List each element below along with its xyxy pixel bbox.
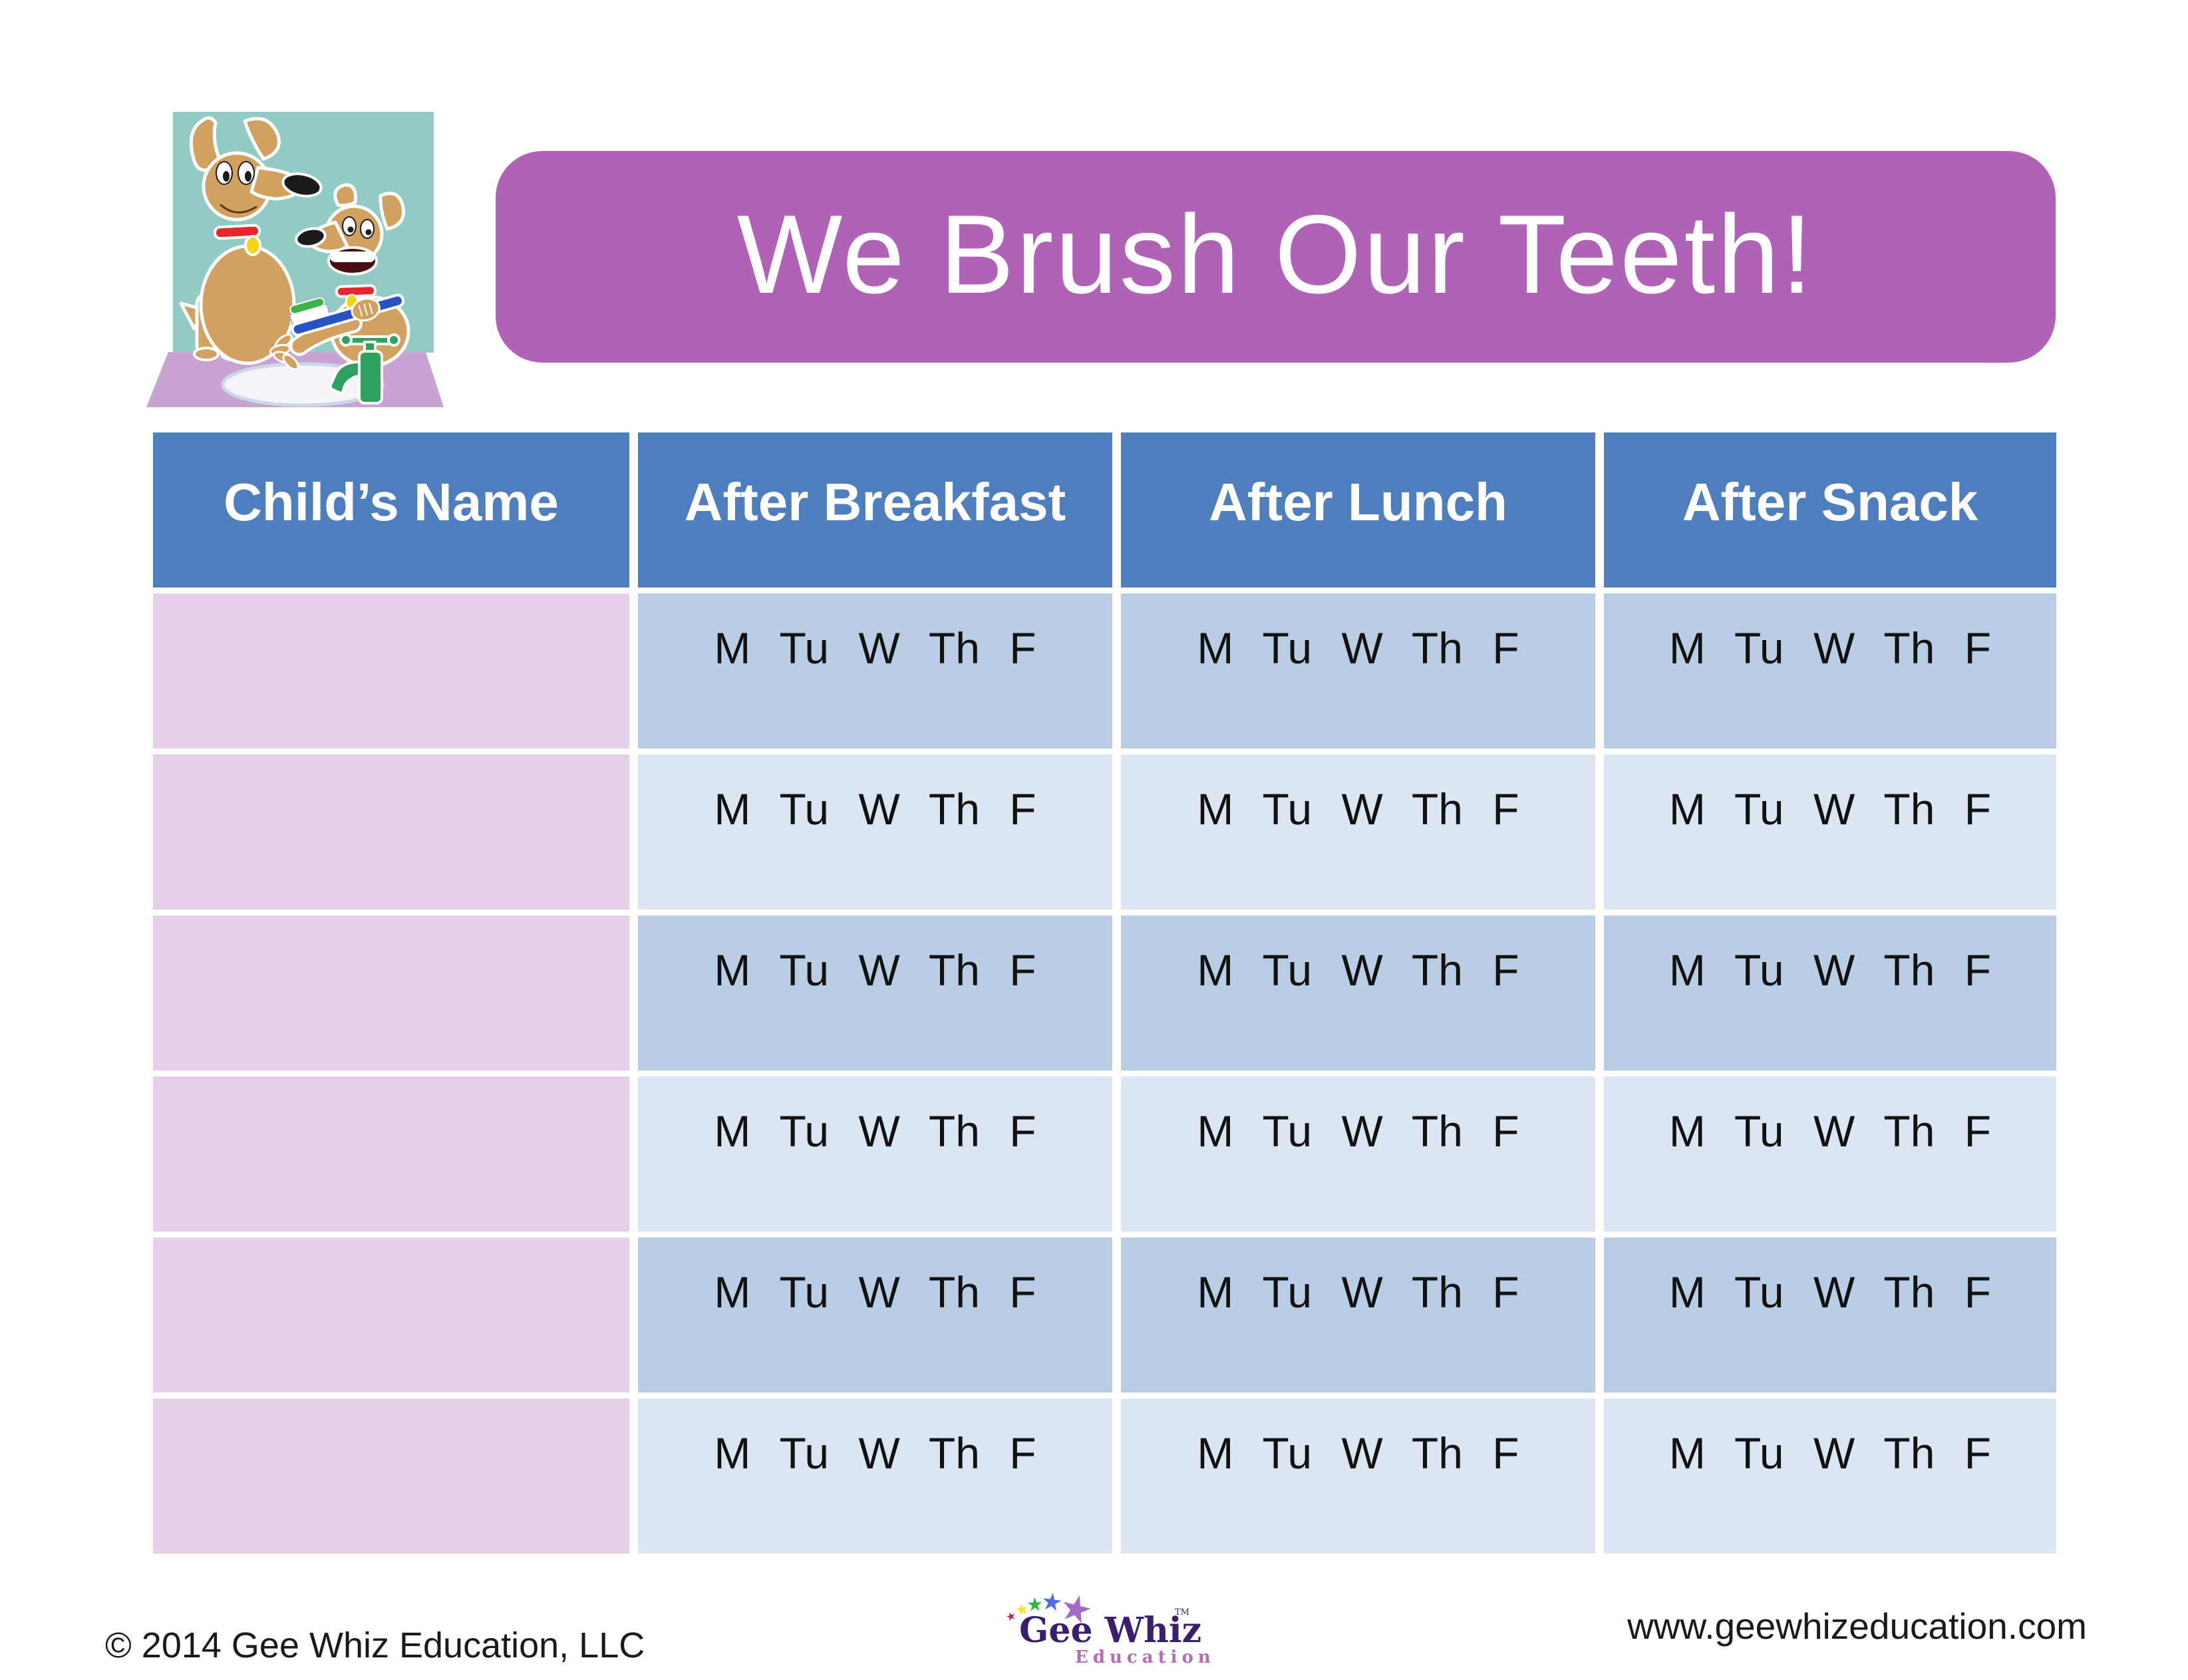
child-name-cell xyxy=(153,1077,629,1232)
days-cell: M Tu W Th F xyxy=(1604,593,2056,749)
dogs-brushing-svg xyxy=(146,112,444,407)
column-header-after-breakfast: After Breakfast xyxy=(638,432,1112,588)
child-name-cell xyxy=(153,755,629,910)
column-header-after-snack: After Snack xyxy=(1604,432,2056,588)
days-cell: M Tu W Th F xyxy=(1121,1077,1595,1232)
days-cell: M Tu W Th F xyxy=(1121,755,1595,910)
website-text: www.geewhizeducation.com xyxy=(1627,1605,2087,1647)
child-name-cell xyxy=(153,1399,629,1554)
child-name-cell xyxy=(153,1238,629,1393)
copyright-text: © 2014 Gee Whiz Education, LLC xyxy=(105,1625,645,1665)
puppy-dog xyxy=(269,183,410,371)
logo-subtitle: Education xyxy=(1075,1647,1215,1667)
days-cell: M Tu W Th F xyxy=(638,1238,1112,1393)
days-cell: M Tu W Th F xyxy=(1121,593,1595,749)
days-cell: M Tu W Th F xyxy=(1604,1399,2056,1554)
title-banner: We Brush Our Teeth! xyxy=(496,151,2056,363)
days-cell: M Tu W Th F xyxy=(638,593,1112,749)
logo-wordmark: Gee Whiz xyxy=(1019,1610,1202,1651)
days-cell: M Tu W Th F xyxy=(638,1399,1112,1554)
days-cell: M Tu W Th F xyxy=(1604,1238,2056,1393)
page-title: We Brush Our Teeth! xyxy=(736,191,1815,317)
gee-whiz-logo: ★ ★ ★ ★ ★ Gee Whiz TM Education xyxy=(1002,1585,1210,1667)
days-cell: M Tu W Th F xyxy=(1121,1399,1595,1554)
column-header-childs-name: Child’s Name xyxy=(153,432,629,588)
brushing-table: Child’s Name After Breakfast After Lunch… xyxy=(153,432,2056,1554)
days-cell: M Tu W Th F xyxy=(638,916,1112,1071)
days-cell: M Tu W Th F xyxy=(1604,755,2056,910)
child-name-cell xyxy=(153,593,629,749)
column-header-after-lunch: After Lunch xyxy=(1121,432,1595,588)
big-dog xyxy=(179,116,323,365)
days-cell: M Tu W Th F xyxy=(1121,1238,1595,1393)
logo-trademark: TM xyxy=(1175,1607,1189,1617)
days-cell: M Tu W Th F xyxy=(1604,916,2056,1071)
days-cell: M Tu W Th F xyxy=(638,755,1112,910)
days-cell: M Tu W Th F xyxy=(638,1077,1112,1232)
days-cell: M Tu W Th F xyxy=(1121,916,1595,1071)
faucet xyxy=(329,333,400,405)
toothbrush xyxy=(289,293,404,337)
days-cell: M Tu W Th F xyxy=(1604,1077,2056,1232)
child-name-cell xyxy=(153,916,629,1071)
dogs-brushing-illustration xyxy=(146,112,444,407)
